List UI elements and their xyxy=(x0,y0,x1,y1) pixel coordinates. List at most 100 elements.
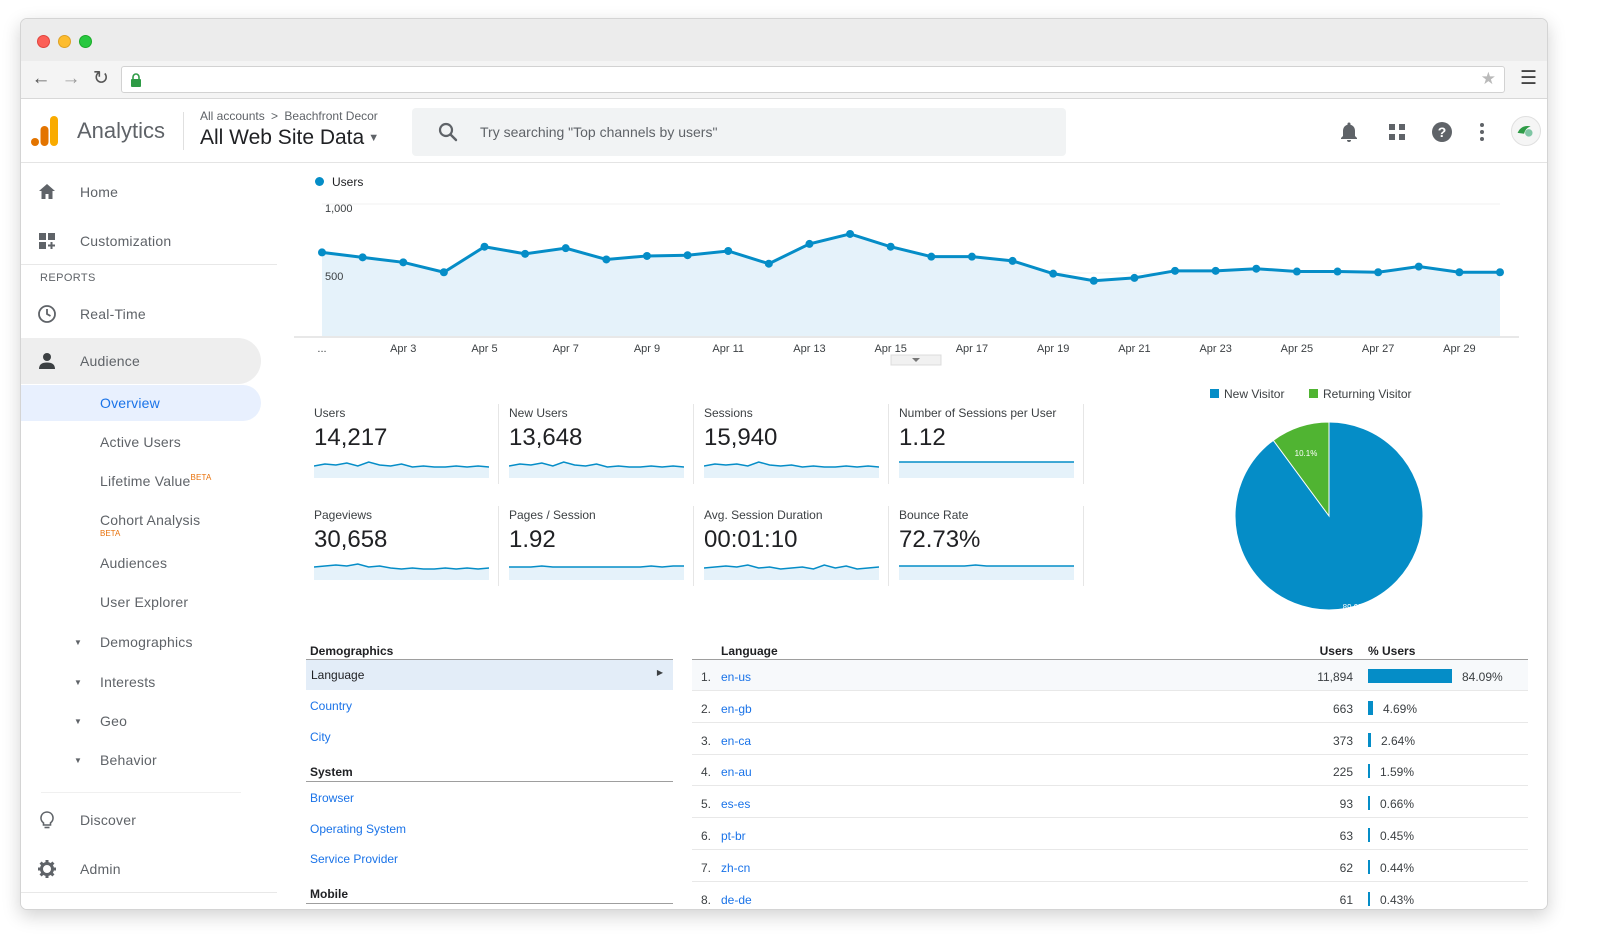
sidebar-item-customization[interactable]: Customization xyxy=(21,221,276,261)
browser-window: ← → ↻ ★ ☰ Analytics All accounts > Bea xyxy=(20,18,1548,910)
language-code-link[interactable]: en-gb xyxy=(721,701,752,716)
x-tick-label: Apr 9 xyxy=(634,343,660,355)
row-index: 5. xyxy=(701,797,712,812)
property-selector[interactable]: All Web Site Data ▼ xyxy=(200,126,379,150)
browser-menu-icon[interactable]: ☰ xyxy=(1519,68,1537,89)
system-browser-link[interactable]: Browser xyxy=(310,791,355,805)
metric-value: 72.73% xyxy=(899,526,981,553)
sidebar-item-realtime[interactable]: Real-Time xyxy=(21,294,276,334)
language-code-link[interactable]: zh-cn xyxy=(721,860,751,875)
row-pct: 0.45% xyxy=(1380,829,1415,843)
sidebar-item-admin[interactable]: Admin xyxy=(21,849,276,889)
forward-arrow-icon[interactable]: → xyxy=(61,68,81,89)
apps-grid-icon[interactable] xyxy=(1385,120,1409,144)
language-code-link[interactable]: pt-br xyxy=(721,829,746,843)
clock-icon xyxy=(38,305,56,323)
demographics-language-item[interactable]: Language ▶ xyxy=(306,660,673,690)
maximize-window-button[interactable] xyxy=(79,35,92,48)
data-point xyxy=(318,248,326,257)
visitor-pie-chart[interactable]: 89.9% 10.1% xyxy=(1229,416,1429,616)
close-window-button[interactable] xyxy=(37,35,50,48)
analytics-logo-icon[interactable] xyxy=(31,116,59,146)
address-bar[interactable]: ★ xyxy=(121,66,1505,93)
breadcrumb-separator: > xyxy=(271,109,279,123)
language-code-link[interactable]: es-es xyxy=(721,797,751,812)
analytics-app: Analytics All accounts > Beachfront Deco… xyxy=(21,100,1548,909)
users-line-chart[interactable]: 1,000 500... Apr 3 Apr 5 Apr 7 Apr 9 Apr 11 Apr… xyxy=(294,194,1548,369)
bookmark-star-icon[interactable]: ★ xyxy=(1480,69,1496,88)
search-box[interactable] xyxy=(412,108,1066,156)
metric-new-users[interactable]: New Users 13,648 xyxy=(509,406,692,496)
metric-pages-per-session[interactable]: Pages / Session 1.92 xyxy=(509,508,692,598)
account-breadcrumb[interactable]: All accounts > Beachfront Decor xyxy=(200,109,378,123)
table-row[interactable]: 4. en-au 225 1.59% xyxy=(692,755,1528,787)
sparkline-line xyxy=(509,461,684,468)
sidebar-item-home[interactable]: Home xyxy=(21,172,276,212)
sidebar-item-discover[interactable]: Discover xyxy=(21,800,276,840)
sidebar-item-lifetime-value[interactable]: Lifetime ValueBETA xyxy=(21,463,261,499)
share-bar xyxy=(1368,891,1370,906)
lightbulb-icon xyxy=(40,811,54,829)
table-row[interactable]: 5. es-es 93 0.66% xyxy=(692,787,1528,819)
search-input[interactable] xyxy=(480,121,1040,143)
table-row[interactable]: 8. de-de 61 0.43% xyxy=(692,883,1528,909)
back-arrow-icon[interactable]: ← xyxy=(31,68,51,89)
reload-icon[interactable]: ↻ xyxy=(93,68,109,89)
language-code-link[interactable]: en-au xyxy=(721,765,752,780)
expand-triangle-icon: ▼ xyxy=(74,717,82,726)
sidebar-item-overview[interactable]: Overview xyxy=(21,385,261,421)
app-title[interactable]: Analytics xyxy=(77,118,166,143)
sidebar-item-audiences[interactable]: Audiences xyxy=(21,545,261,581)
x-tick-label: Apr 19 xyxy=(1037,343,1069,355)
system-service-provider-link[interactable]: Service Provider xyxy=(310,852,399,866)
minimize-window-button[interactable] xyxy=(58,35,71,48)
table-row[interactable]: 6. pt-br 63 0.45% xyxy=(692,819,1528,850)
account-avatar[interactable] xyxy=(1511,116,1541,146)
browser-toolbar: ← → ↻ ★ ☰ xyxy=(21,61,1547,99)
help-icon[interactable]: ? xyxy=(1430,120,1454,144)
customization-icon xyxy=(39,233,55,249)
metric-users[interactable]: Users 14,217 xyxy=(314,406,497,496)
x-tick-label: Apr 3 xyxy=(390,343,416,355)
table-row[interactable]: 7. zh-cn 62 0.44% xyxy=(692,851,1528,882)
language-code-link[interactable]: en-ca xyxy=(721,733,752,748)
table-row[interactable]: 2. en-gb 663 4.69% xyxy=(692,692,1528,723)
chevron-down-icon xyxy=(912,358,920,362)
sidebar-item-demographics[interactable]: ▼ Demographics xyxy=(21,624,261,660)
metric-sparkline xyxy=(314,563,489,580)
data-point xyxy=(1008,256,1017,265)
sidebar-item-behavior[interactable]: ▼ Behavior xyxy=(21,742,261,778)
more-vert-icon[interactable] xyxy=(1470,120,1494,144)
notifications-bell-icon[interactable] xyxy=(1337,120,1361,144)
sidebar-item-active-users[interactable]: Active Users xyxy=(21,424,261,460)
table-row[interactable]: 3. en-ca 373 2.64% xyxy=(692,724,1528,755)
row-pct: 2.64% xyxy=(1381,733,1416,748)
sidebar-item-user-explorer[interactable]: User Explorer xyxy=(21,584,261,620)
metric-avg-session-duration[interactable]: Avg. Session Duration 00:01:10 xyxy=(704,508,887,598)
metric-value: 00:01:10 xyxy=(704,526,798,553)
item-label: Language xyxy=(311,668,365,682)
demographics-heading: Demographics xyxy=(310,644,394,658)
sidebar-item-interests[interactable]: ▼ Interests xyxy=(21,664,261,700)
section-rule xyxy=(306,659,673,660)
metric-label: Number of Sessions per User xyxy=(899,406,1057,420)
metric-pageviews[interactable]: Pageviews 30,658 xyxy=(314,508,497,598)
metric-divider xyxy=(888,404,889,484)
header-rule xyxy=(692,659,1528,660)
row-pct: 0.44% xyxy=(1380,860,1415,875)
language-code-link[interactable]: en-us xyxy=(721,670,752,684)
pie-slice-returning-visitor xyxy=(1272,421,1330,518)
data-point xyxy=(561,244,570,253)
sidebar-item-audience[interactable]: Audience xyxy=(21,338,261,384)
metric-bounce-rate[interactable]: Bounce Rate 72.73% xyxy=(899,508,1082,598)
system-os-link[interactable]: Operating System xyxy=(310,822,407,836)
metric-sessions-per-user[interactable]: Number of Sessions per User 1.12 xyxy=(899,406,1082,496)
sidebar-item-geo[interactable]: ▼ Geo xyxy=(21,703,261,739)
language-code-link[interactable]: de-de xyxy=(721,892,752,907)
demographics-city-link[interactable]: City xyxy=(310,730,331,744)
sidebar-item-cohort-analysis[interactable]: Cohort Analysis BETA xyxy=(21,502,261,542)
metric-sessions[interactable]: Sessions 15,940 xyxy=(704,406,887,496)
row-index: 4. xyxy=(701,765,712,780)
table-row[interactable]: 1. en-us 11,894 84.09% xyxy=(692,660,1528,691)
demographics-country-link[interactable]: Country xyxy=(310,699,353,713)
